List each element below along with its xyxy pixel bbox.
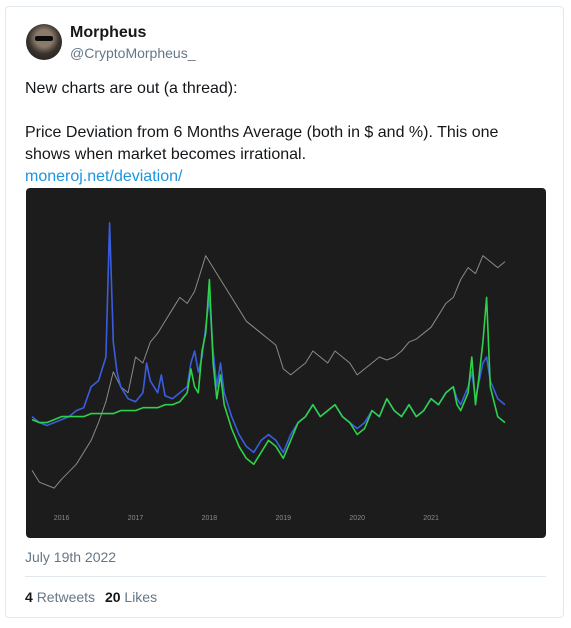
x-tick-label: 2021 [423,515,439,522]
tweet-text-line3: shows when market becomes irrational. [25,146,307,163]
retweets-label[interactable]: Retweets [36,589,96,605]
likes-label[interactable]: Likes [124,589,158,605]
author-handle[interactable]: @CryptoMorpheus_ [70,45,196,61]
price-series-line [31,255,506,489]
tweet-text-line1: New charts are out (a thread): [25,80,238,97]
tweet-date[interactable]: July 19th 2022 [25,549,117,565]
x-tick-label: 2017 [128,515,144,522]
tweet-card: Morpheus @CryptoMorpheus_ New charts are… [5,6,564,618]
author-name[interactable]: Morpheus [70,24,147,41]
chart-image[interactable]: 2016 2017 2018 2019 2020 2021 [26,188,546,538]
pct-deviation-line [31,278,506,466]
retweets-count[interactable]: 4 [25,589,33,605]
sunglasses-icon [35,36,53,41]
avatar[interactable] [26,24,62,60]
tweet-stats: 4 Retweets 20 Likes [25,589,157,605]
tweet-link[interactable]: moneroj.net/deviation/ [25,168,183,185]
deviation-chart: 2016 2017 2018 2019 2020 2021 [31,222,506,522]
usd-deviation-line [31,222,506,454]
x-tick-label: 2018 [202,515,218,522]
x-tick-label: 2016 [54,515,70,522]
x-tick-label: 2020 [349,515,365,522]
likes-count[interactable]: 20 [104,589,121,605]
tweet-text-line2: Price Deviation from 6 Months Average (b… [25,124,499,141]
divider [25,576,546,577]
x-tick-label: 2019 [276,515,292,522]
